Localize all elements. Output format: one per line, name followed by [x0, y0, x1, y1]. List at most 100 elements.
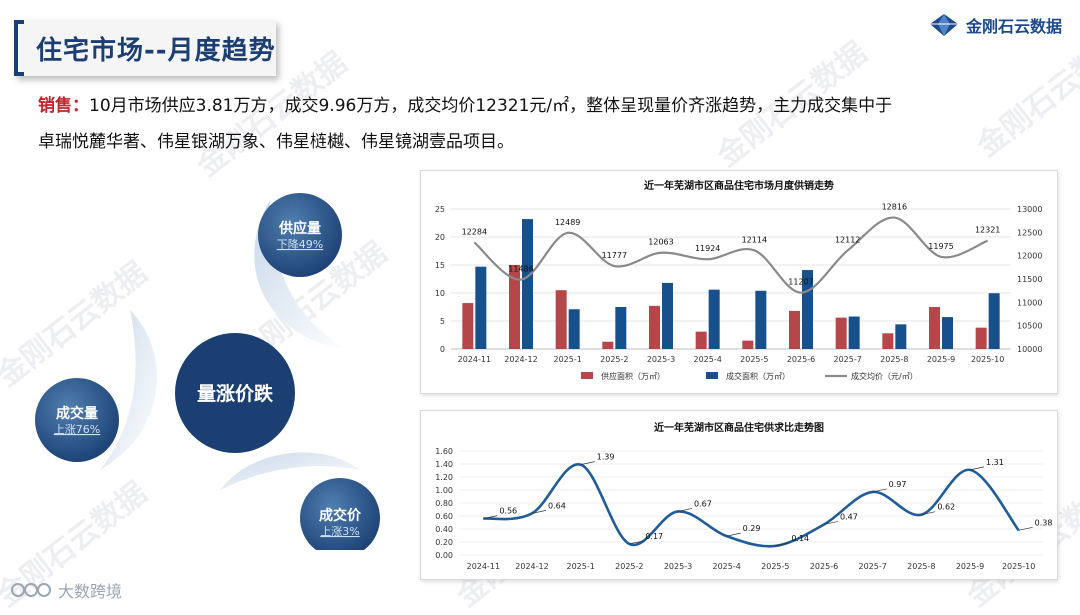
brand: 金刚石云数据: [928, 12, 1062, 38]
deal-bar: [662, 282, 673, 349]
deal-price-circle: [300, 478, 380, 550]
diamond-logo-icon: [929, 14, 958, 36]
x-tick-label: 2025-8: [907, 562, 935, 571]
center-label: 量涨价跌: [197, 382, 274, 405]
supply-ratio-chart-card: 近一年芜湖市区商品住宅供求比走势图 0.00 0.20 0.40 0.60 0.80 1.0…: [420, 410, 1058, 580]
title-bracket: [14, 20, 24, 76]
brand-name: 金刚石云数据: [965, 17, 1062, 36]
supply-bar: [462, 303, 474, 349]
supply-change: 下降49%: [277, 237, 323, 251]
supply-circle: [258, 193, 342, 277]
deal-volume-circle: [35, 378, 119, 462]
ratio-data-label: 0.67: [694, 499, 712, 508]
legend-label: 成交面积（万㎡）: [726, 371, 790, 381]
y-right-tick-label: 11000: [1017, 298, 1042, 307]
price-data-label: 12284: [462, 227, 487, 236]
x-tick-label: 2024-11: [467, 562, 500, 571]
supply-bar: [555, 290, 567, 349]
x-tick-label: 2025-1: [553, 355, 581, 364]
footer: 大数跨境: [10, 578, 122, 602]
deal-bar: [848, 316, 860, 349]
deal-bar: [988, 293, 1000, 349]
price-line: [473, 216, 989, 294]
y-tick-label: 0.20: [435, 538, 453, 547]
deal-bar: [755, 290, 767, 349]
x-tick-label: 2025-8: [880, 355, 908, 364]
price-data-label: 11486: [508, 265, 533, 274]
title-box: [14, 20, 276, 76]
legend-swatch: [706, 372, 718, 379]
chart-title: 近一年芜湖市区商品住宅市场月度供销走势: [644, 179, 834, 192]
data-label-leader: [580, 461, 595, 465]
x-tick-label: 2025-6: [810, 562, 838, 571]
y-tick-label: 1.20: [435, 473, 453, 482]
ratio-data-label: 0.97: [889, 480, 907, 489]
summary-text: 销售：10月市场供应3.81万方，成交9.96万方，成交均价12321元/㎡，整…: [38, 88, 1058, 160]
supply-bar: [742, 340, 754, 349]
y-left-tick-label: 25: [435, 205, 445, 214]
legend-label: 供应面积（万㎡）: [601, 371, 665, 381]
supply-bar: [602, 341, 614, 349]
ratio-data-label: 0.29: [743, 524, 761, 533]
y-right-tick-label: 13000: [1017, 205, 1042, 214]
x-tick-label: 2025-7: [833, 355, 861, 364]
price-data-label: 12489: [555, 218, 580, 227]
price-data-label: 12063: [648, 238, 673, 247]
deal-price-title: 成交价: [319, 507, 362, 524]
deal-bar: [708, 289, 720, 349]
deal-bar: [895, 324, 907, 349]
y-right-tick-label: 11500: [1017, 275, 1042, 284]
y-left-tick-label: 15: [435, 261, 445, 270]
summary-body: 10月市场供应3.81万方，成交9.96万方，成交均价12321元/㎡，整体呈现…: [89, 96, 893, 116]
x-tick-label: 2025-9: [927, 355, 955, 364]
legend-swatch: [581, 372, 593, 379]
summary-line-1: 销售：10月市场供应3.81万方，成交9.96万方，成交均价12321元/㎡，整…: [38, 88, 1058, 124]
supply-bar: [835, 317, 847, 349]
x-tick-label: 2025-6: [787, 355, 815, 364]
swoosh-shape: [100, 310, 158, 470]
supply-bar: [695, 331, 707, 349]
deal-bar: [475, 266, 487, 349]
x-tick-label: 2025-5: [761, 562, 789, 571]
y-right-tick-label: 10500: [1017, 322, 1042, 331]
ratio-data-label: 0.14: [791, 534, 809, 543]
price-data-label: 12114: [742, 235, 767, 244]
y-left-tick-label: 10: [435, 289, 445, 298]
y-left-tick-label: 20: [435, 233, 445, 242]
supply-demand-chart-card: 近一年芜湖市区商品住宅市场月度供销走势 0 5 10 15 20 25 10000 10500 1…: [420, 170, 1058, 394]
page-title: 住宅市场--月度趋势: [36, 36, 276, 66]
ratio-line: [483, 463, 1020, 548]
data-label-leader: [483, 515, 498, 519]
supply-demand-chart: 近一年芜湖市区商品住宅市场月度供销走势 0 5 10 15 20 25 10000 10500 1…: [435, 179, 1043, 381]
y-left-tick-label: 0: [440, 345, 445, 354]
y-right-tick-label: 12500: [1017, 228, 1042, 237]
deal-bar: [568, 309, 580, 349]
swoosh-shape: [254, 200, 350, 350]
data-label-leader: [726, 532, 741, 537]
x-tick-label: 2025-5: [740, 355, 768, 364]
deal-volume-title: 成交量: [56, 405, 98, 422]
footer-logo-icon: [11, 583, 51, 597]
data-label-leader: [872, 488, 887, 493]
y-tick-label: 0.00: [435, 551, 453, 560]
y-right-tick-label: 10000: [1017, 345, 1042, 354]
chart-title: 近一年芜湖市区商品住宅供求比走势图: [654, 421, 824, 434]
x-tick-label: 2025-2: [615, 562, 643, 571]
summary-label: 销售：: [38, 96, 89, 116]
x-tick-label: 2025-10: [971, 355, 1004, 364]
deal-price-change: 上涨3%: [320, 525, 359, 538]
deal-bar: [615, 307, 627, 349]
legend-label: 成交均价（元/㎡）: [851, 371, 918, 381]
price-data-label: 12816: [882, 203, 907, 212]
supply-title: 供应量: [278, 220, 321, 237]
price-data-label: 11207: [788, 278, 813, 287]
x-tick-label: 2024-11: [458, 355, 491, 364]
y-tick-label: 1.60: [435, 447, 453, 456]
ratio-data-label: 0.17: [645, 532, 663, 541]
data-label-leader: [677, 508, 693, 512]
price-data-label: 11777: [602, 251, 627, 260]
supply-bar: [882, 333, 894, 349]
deal-bar: [802, 270, 813, 349]
ratio-data-label: 0.47: [840, 512, 858, 521]
supply-bar: [649, 305, 660, 349]
